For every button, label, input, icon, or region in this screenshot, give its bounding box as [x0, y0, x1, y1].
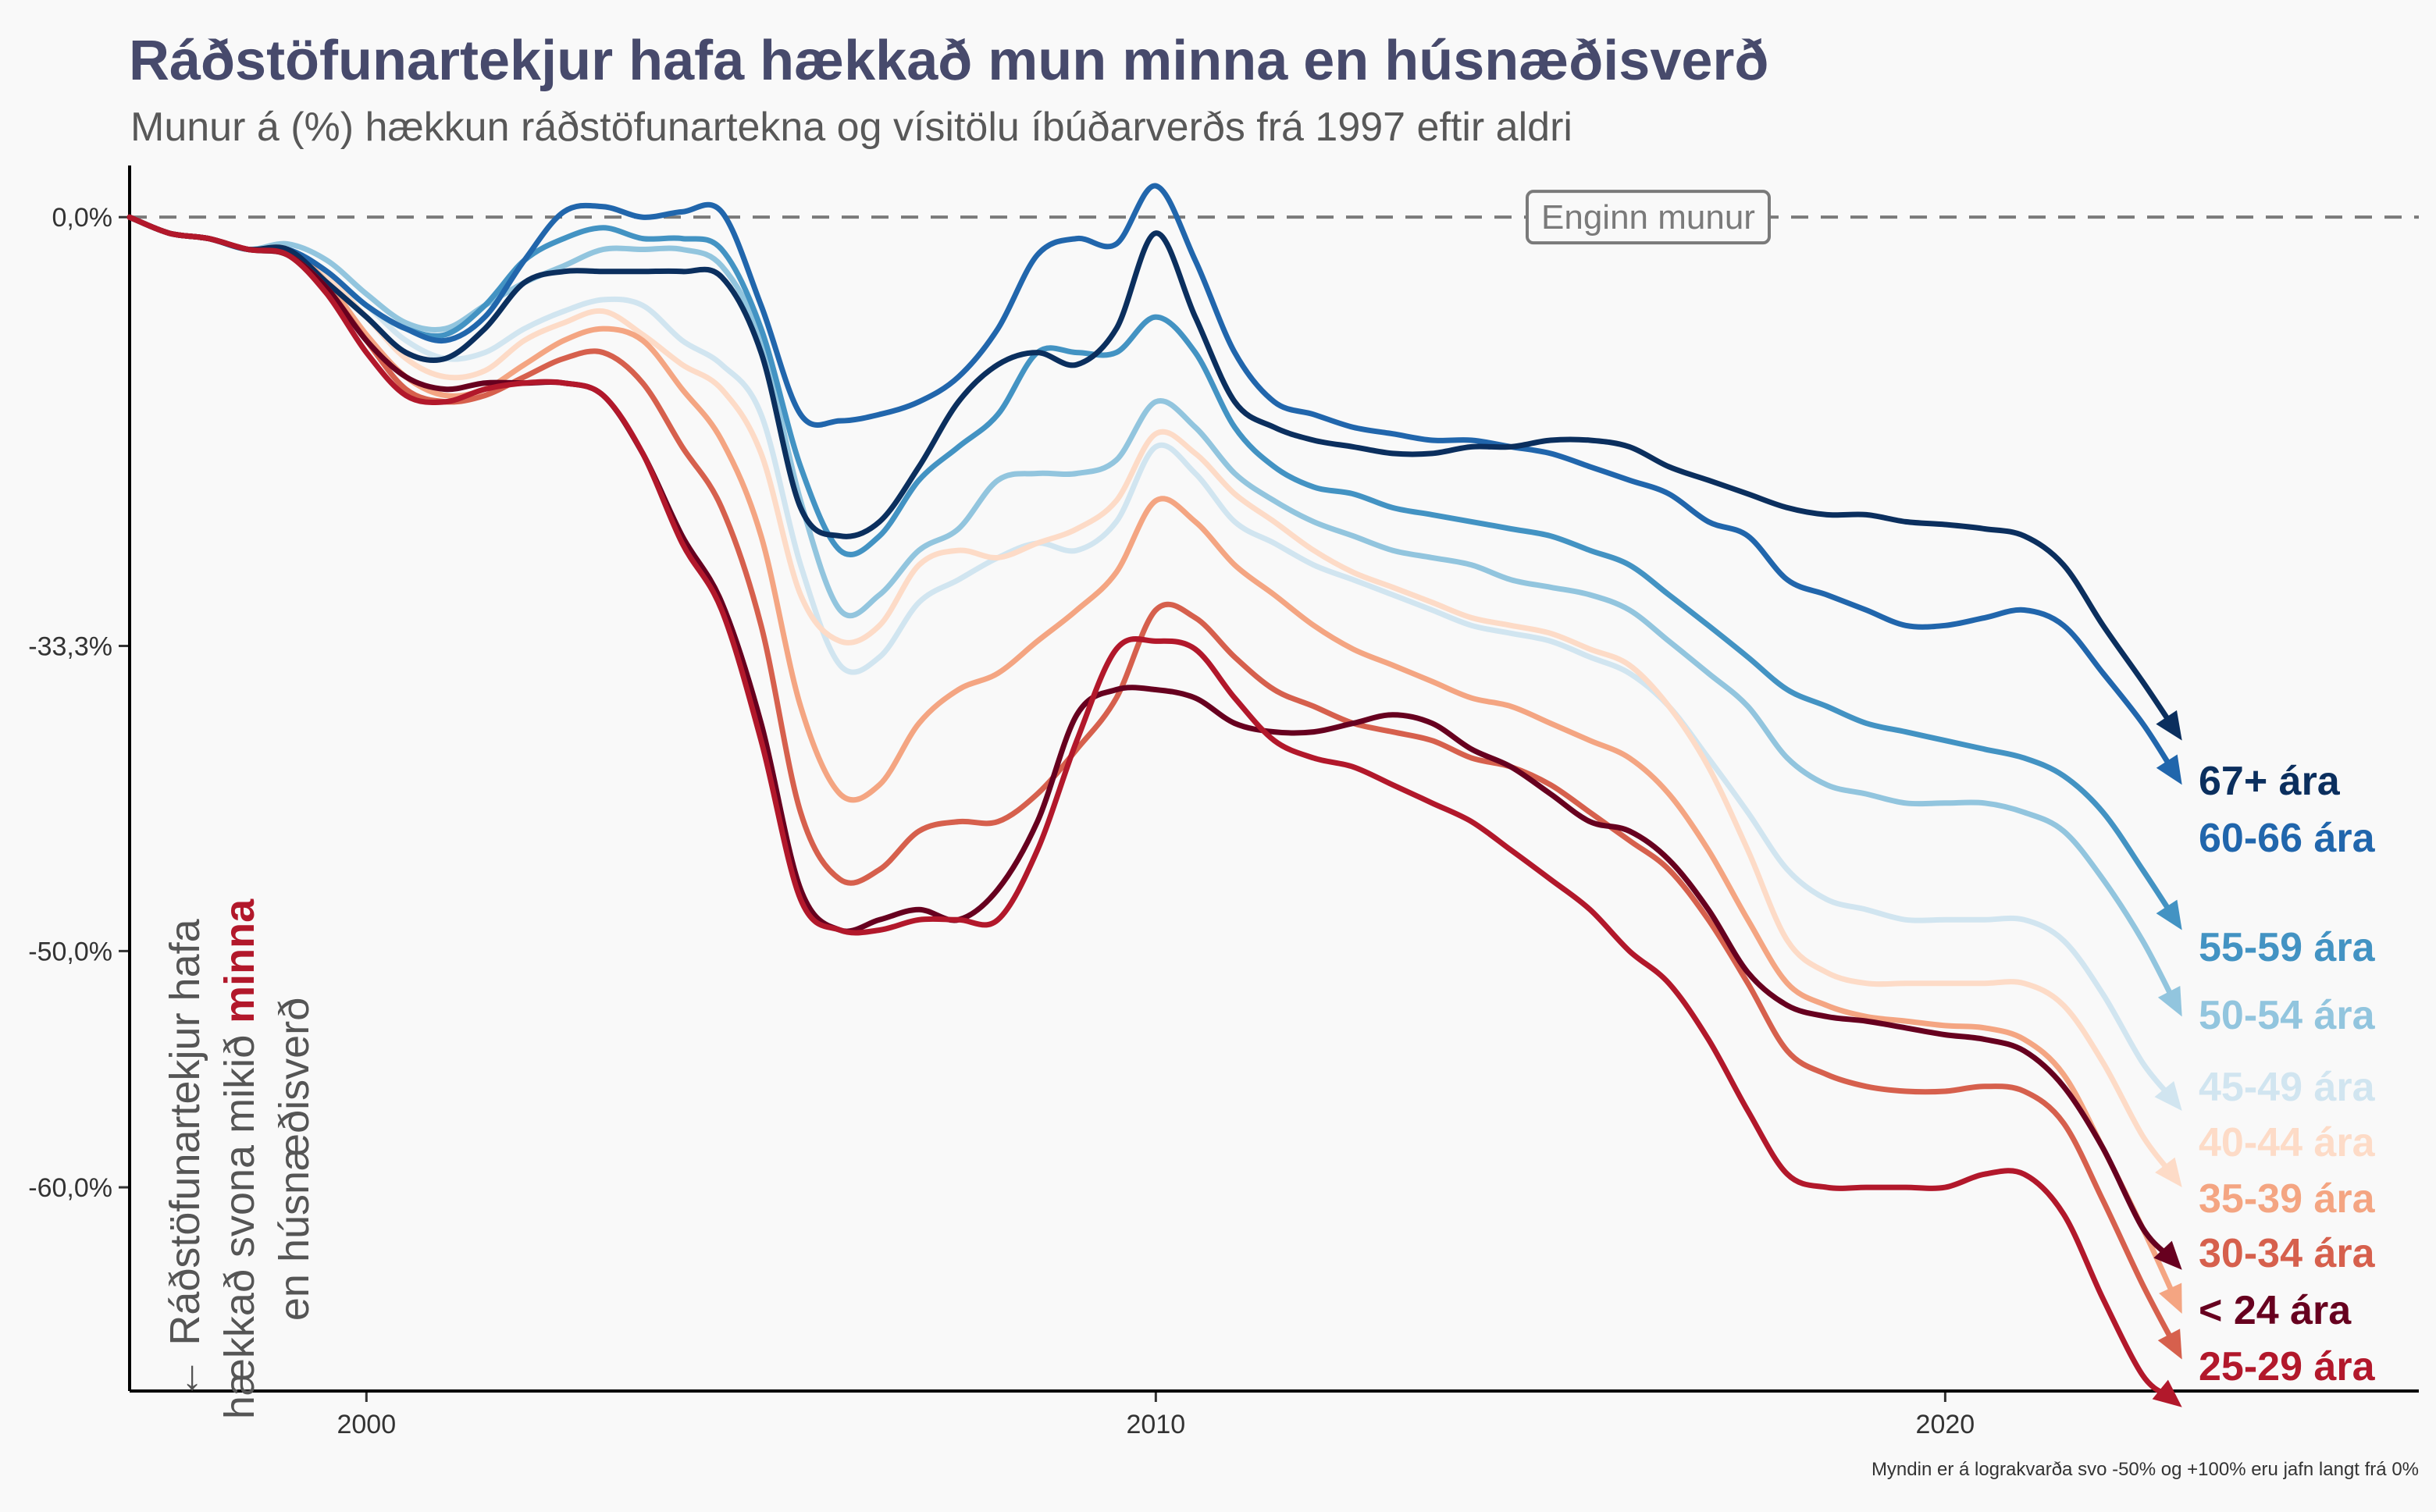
chart-title: Ráðstöfunartekjur hafa hækkað mun minna …	[129, 30, 1768, 92]
series-arrow-7	[2157, 1329, 2182, 1360]
x-tick-label-2: 2020	[1916, 1410, 1975, 1439]
series-line-6	[126, 214, 2178, 1301]
annotation-line-2a: hækkað svona mikið	[216, 1023, 263, 1419]
series-line-2	[126, 214, 2176, 919]
series-arrow-6	[2159, 1283, 2182, 1314]
series-label-3: 50-54 ára	[2199, 993, 2376, 1038]
series-arrow-0	[2156, 710, 2182, 741]
series-line-7	[126, 214, 2177, 1347]
series-line-0	[126, 214, 2175, 729]
chart-caption: Myndin er á lograkvarða svo -50% og +100…	[1872, 1459, 2419, 1480]
series-line-5	[126, 214, 2174, 1177]
series-arrow-2	[2156, 899, 2182, 930]
series-lines	[126, 183, 2182, 1407]
series-labels: 67+ ára 60-66 ára 55-59 ára 50-54 ára 45-49 …	[2199, 759, 2376, 1389]
series-label-9: 25-29 ára	[2199, 1344, 2376, 1389]
annotation-line-1: ← Ráðstöfunartekjur hafa	[162, 918, 208, 1399]
series-line-4	[126, 214, 2174, 1101]
x-tick-label-0: 2000	[337, 1410, 396, 1439]
y-tick-label-3: -60,0%	[28, 1173, 112, 1203]
series-arrow-9	[2152, 1379, 2182, 1407]
reference-label: Enginn munur	[1526, 190, 1771, 245]
series-label-7: 30-34 ára	[2199, 1231, 2376, 1276]
series-label-6: 35-39 ára	[2199, 1176, 2376, 1222]
series-label-1: 60-66 ára	[2199, 816, 2376, 861]
series-arrow-3	[2157, 985, 2182, 1017]
series-line-8	[126, 214, 2174, 1261]
series-arrow-4	[2154, 1080, 2182, 1111]
series-label-4: 45-49 ára	[2199, 1065, 2376, 1110]
series-label-5: 40-44 ára	[2199, 1120, 2376, 1165]
annotation: ← Ráðstöfunartekjur hafa hækkað svona mi…	[162, 898, 318, 1419]
x-tick-label-1: 2010	[1127, 1410, 1186, 1439]
series-label-0: 67+ ára	[2199, 759, 2341, 804]
series-arrow-8	[2153, 1240, 2182, 1270]
series-line-9	[126, 214, 2172, 1400]
y-tick-label-1: -33,3%	[28, 631, 112, 661]
y-tick-label-2: -50,0%	[28, 937, 112, 966]
series-arrow-5	[2155, 1157, 2182, 1188]
reference-label-text: Enginn munur	[1541, 198, 1755, 237]
series-line-1	[126, 183, 2176, 774]
annotation-line-2: hækkað svona mikið minna	[216, 898, 263, 1419]
y-tick-label-0: 0,0%	[52, 203, 113, 233]
y-axis: 0,0% -33,3% -50,0% -60,0%	[28, 203, 130, 1203]
chart-subtitle: Munur á (%) hækkun ráðstöfunartekna og v…	[130, 105, 1572, 150]
x-axis: 2000 2010 2020	[337, 1391, 1975, 1439]
annotation-highlight: minna	[216, 898, 263, 1023]
series-label-2: 55-59 ára	[2199, 925, 2376, 970]
series-label-8: < 24 ára	[2199, 1288, 2352, 1333]
annotation-line-3: en húsnæðisverð	[271, 998, 318, 1321]
series-arrow-1	[2156, 754, 2182, 785]
